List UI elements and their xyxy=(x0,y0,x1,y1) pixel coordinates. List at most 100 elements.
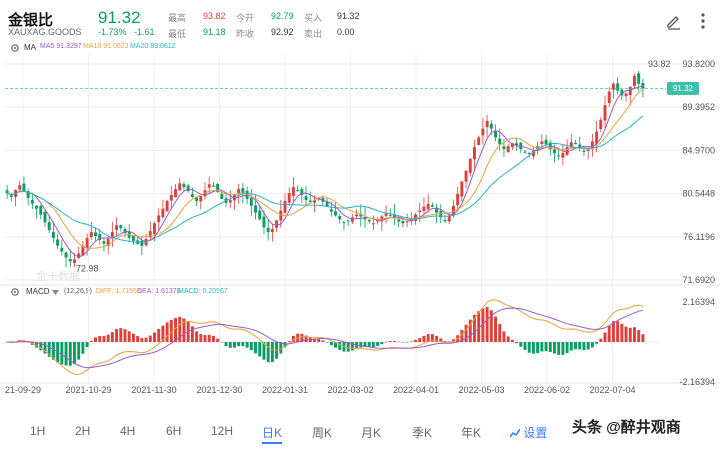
macd-histogram-bar xyxy=(380,342,384,345)
candle-body xyxy=(22,183,26,192)
macd-histogram-bar xyxy=(376,342,380,347)
stat-low-label: 最低 xyxy=(168,29,187,39)
macd-histogram-bar xyxy=(523,342,527,351)
candle-body xyxy=(140,240,144,246)
period-low-label: 72.98 xyxy=(76,263,99,273)
candle-body xyxy=(56,239,60,246)
more-icon[interactable] xyxy=(694,12,712,30)
candle-body xyxy=(401,220,405,224)
macd-histogram-bar xyxy=(548,342,552,353)
candle-body xyxy=(153,223,156,234)
tab-1h[interactable]: 1H xyxy=(30,424,46,438)
candle-body xyxy=(254,205,257,213)
stat-open-value: 92.79 xyxy=(271,11,294,21)
macd-histogram-bar xyxy=(106,334,110,342)
candle-body xyxy=(557,155,561,157)
macd-histogram-bar xyxy=(494,316,497,342)
candle-body xyxy=(313,199,316,203)
candle-body xyxy=(258,210,262,220)
candle-body xyxy=(447,215,451,222)
ma-settings-gear-icon[interactable] xyxy=(10,43,20,53)
time-axis-label: 2022-04-01 xyxy=(393,385,439,394)
candle-body xyxy=(47,222,51,231)
macd-histogram-bar xyxy=(262,342,266,360)
tab-yearly[interactable]: 年K xyxy=(461,426,482,440)
settings-button[interactable]: 设置 xyxy=(509,424,547,441)
macd-histogram-bar xyxy=(363,342,367,348)
candle-body xyxy=(174,189,177,198)
macd-histogram-bar xyxy=(178,316,182,342)
macd-histogram-bar xyxy=(401,342,405,343)
tab-weekly[interactable]: 周K xyxy=(312,426,333,440)
price-axis-label: 93.8200 xyxy=(682,59,715,69)
macd-histogram-bar xyxy=(216,338,220,342)
edit-icon[interactable] xyxy=(665,12,683,30)
macd-histogram-bar xyxy=(473,314,476,342)
active-tab-indicator xyxy=(262,442,282,444)
tab-daily[interactable]: 日K xyxy=(262,426,283,440)
macd-histogram-bar xyxy=(464,324,468,342)
candle-body xyxy=(565,147,569,155)
candle-body xyxy=(515,143,519,146)
macd-histogram-bar xyxy=(405,342,409,343)
candle-body xyxy=(329,209,333,212)
candle-body xyxy=(39,205,43,215)
candle-body xyxy=(287,193,291,203)
macd-histogram-bar xyxy=(397,341,401,343)
macd-histogram-bar xyxy=(599,338,603,342)
chevron-down-icon[interactable] xyxy=(52,290,59,295)
candle-body xyxy=(325,201,329,207)
macd-histogram-bar xyxy=(637,330,641,342)
price-chart[interactable]: 93.8200 89.3952 84.9700 80.5448 76.1196 71.69… xyxy=(0,54,720,394)
tab-2h[interactable]: 2H xyxy=(75,424,91,438)
candle-body xyxy=(304,196,308,200)
tab-quarterly[interactable]: 季K xyxy=(412,426,433,440)
candle-body xyxy=(628,86,632,96)
stat-prevclose-label: 昨收 xyxy=(236,29,255,39)
macd-histogram-bar xyxy=(611,321,615,342)
candle-body xyxy=(9,195,13,197)
macd-histogram-bar xyxy=(245,342,249,348)
macd-histogram-bar xyxy=(123,329,127,342)
macd-histogram-bar xyxy=(460,329,464,342)
chart-settings-icon xyxy=(509,428,521,438)
candle-body xyxy=(195,197,199,201)
candle-body xyxy=(283,200,287,213)
macd-histogram-bar xyxy=(418,337,422,342)
tab-12h[interactable]: 12H xyxy=(211,424,234,438)
candle-body xyxy=(220,193,224,199)
tab-monthly[interactable]: 月K xyxy=(361,426,382,440)
candle-body xyxy=(73,259,76,263)
price-axis-label: 84.9700 xyxy=(682,145,715,155)
candle-body xyxy=(595,131,599,144)
macd-settings-gear-icon[interactable] xyxy=(10,287,20,297)
macd-selector[interactable]: MACD xyxy=(26,287,50,296)
candle-body xyxy=(611,83,615,90)
candle-body xyxy=(544,139,548,145)
tab-4h[interactable]: 4H xyxy=(120,424,136,438)
macd-histogram-bar xyxy=(409,341,413,342)
macd-histogram-bar xyxy=(414,339,417,342)
macd-histogram-bar xyxy=(439,338,443,342)
change-amount: -1.61 xyxy=(134,27,155,37)
macd-histogram-bar xyxy=(98,336,102,342)
candle-body xyxy=(148,231,152,238)
candle-body xyxy=(464,170,468,182)
macd-histogram-bar xyxy=(73,342,76,364)
candle-body xyxy=(409,218,413,222)
candle-body xyxy=(624,93,628,97)
candle-body xyxy=(435,207,439,213)
watermark-text: 头条 @醉井观商 xyxy=(572,419,681,436)
macd-histogram-bar xyxy=(498,324,502,342)
candle-body xyxy=(456,194,460,206)
macd-histogram-bar xyxy=(616,321,620,342)
tab-6h[interactable]: 6H xyxy=(166,424,182,438)
stat-high-label: 最高 xyxy=(168,13,187,23)
macd-histogram-bar xyxy=(291,335,295,342)
diff-line xyxy=(7,299,644,375)
candle-body xyxy=(279,210,283,221)
candle-body xyxy=(5,190,9,194)
candle-body xyxy=(527,153,531,155)
candle-body xyxy=(439,210,443,218)
candle-body xyxy=(30,199,34,204)
